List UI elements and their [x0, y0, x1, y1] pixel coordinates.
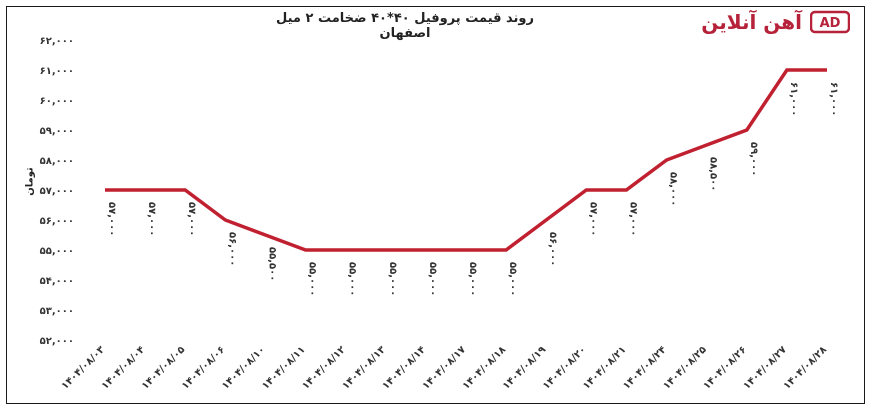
y-axis-label: تومان — [24, 167, 36, 196]
brand-logo: آهن آنلاین AD — [650, 8, 850, 36]
chart-title: روند قیمت پروفیل ۴۰*۴۰ ضخامت ۲ میل اصفها… — [276, 11, 534, 41]
brand-logo-mark: AD — [820, 16, 841, 31]
chart-frame — [6, 6, 865, 404]
brand-logo-text: آهن آنلاین — [701, 10, 802, 34]
brand-logo-mark-icon: AD — [810, 10, 850, 34]
